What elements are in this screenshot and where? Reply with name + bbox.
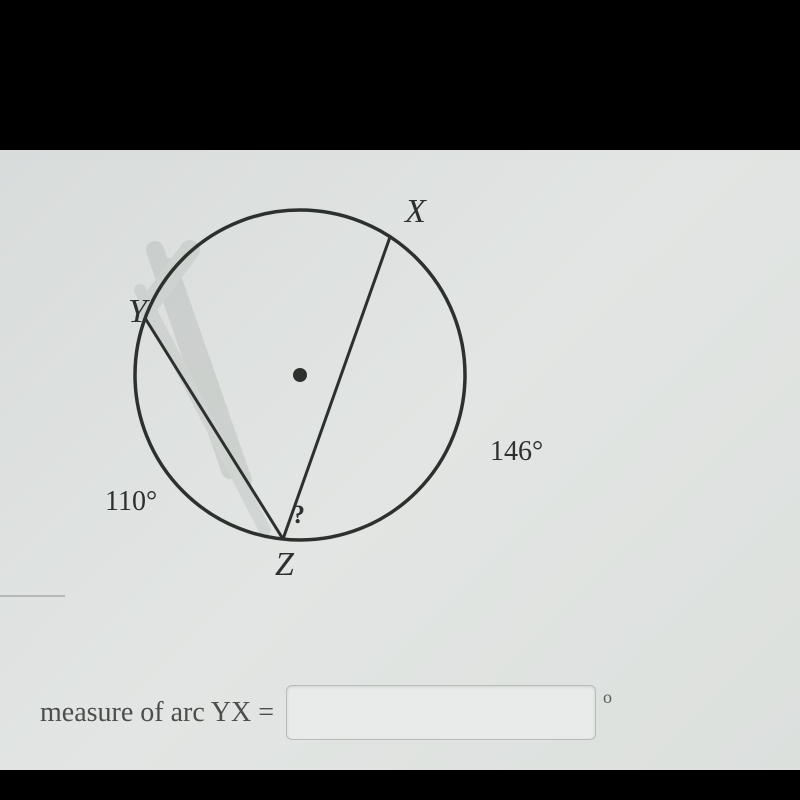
geometry-svg: X Y Z 146° 110° ? bbox=[50, 160, 570, 600]
chord-xz bbox=[283, 237, 390, 539]
point-x-label: X bbox=[403, 193, 427, 230]
black-bar-top bbox=[0, 0, 800, 150]
black-bar-bottom bbox=[0, 770, 800, 800]
circle-diagram: X Y Z 146° 110° ? bbox=[50, 160, 550, 600]
degree-symbol: o bbox=[603, 687, 612, 708]
point-z-label: Z bbox=[275, 546, 295, 583]
answer-input[interactable] bbox=[286, 685, 596, 740]
question-row: measure of arc YX = o bbox=[40, 685, 612, 740]
arc-xz-label: 146° bbox=[490, 436, 543, 467]
content-area: X Y Z 146° 110° ? measure of arc YX = o bbox=[0, 150, 800, 770]
arc-yz-label: 110° bbox=[105, 486, 157, 517]
point-y-label: Y bbox=[128, 293, 150, 330]
angle-z-question: ? bbox=[292, 500, 305, 529]
chord-yz bbox=[145, 318, 283, 539]
center-point bbox=[293, 368, 307, 382]
section-divider bbox=[0, 595, 65, 597]
question-label: measure of arc YX = bbox=[40, 697, 274, 729]
